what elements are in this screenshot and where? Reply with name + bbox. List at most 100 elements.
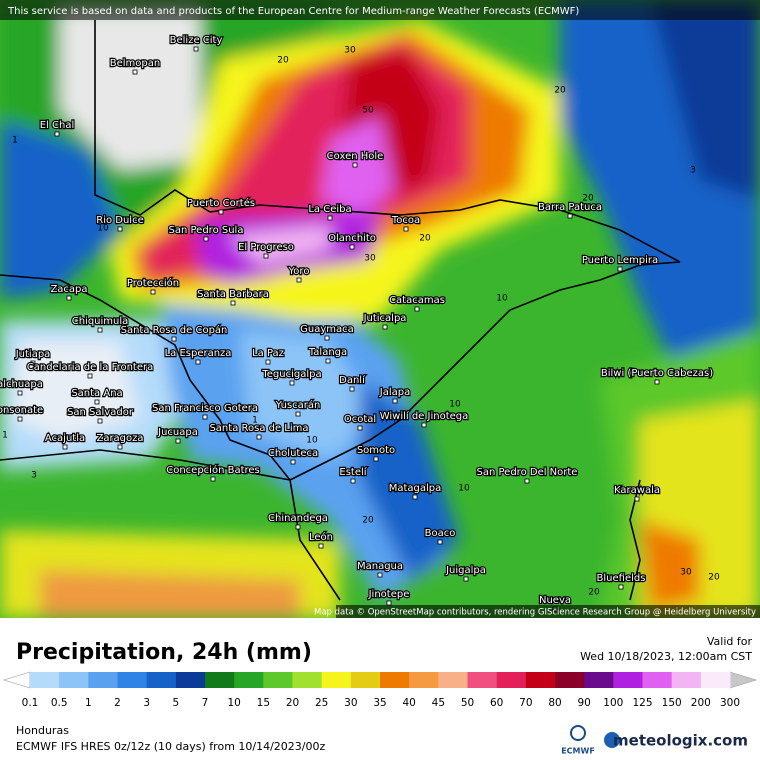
city-dot	[421, 422, 427, 428]
colorbar-tick: 2	[114, 697, 121, 709]
valid-label: Valid for	[707, 635, 753, 648]
city-label: Belmopan	[110, 58, 160, 69]
city-dot	[290, 459, 296, 465]
city-dot	[66, 295, 72, 301]
city-dot	[97, 418, 103, 424]
city-dot	[289, 380, 295, 386]
city-label: Concepción Batres	[166, 464, 260, 476]
colorbar-segment	[350, 672, 381, 688]
valid-time: Wed 10/18/2023, 12:00am CST	[580, 650, 752, 663]
city-label: Boaco	[425, 528, 456, 539]
city-label: San Salvador	[67, 407, 134, 418]
city-label: Matagalpa	[389, 483, 442, 494]
city-dot	[324, 335, 330, 341]
city-dot	[373, 456, 379, 462]
colorbar-tick: 300	[720, 697, 740, 709]
colorbar-tick: 150	[662, 697, 682, 709]
contour-label: 10	[458, 484, 470, 494]
contour-label: 1	[2, 431, 8, 441]
city-dot	[382, 324, 388, 330]
city-dot	[87, 373, 93, 379]
colorbar-segment	[700, 672, 731, 688]
city-label: Estelí	[339, 466, 367, 478]
brand[interactable]: meteologix.com	[613, 732, 748, 750]
colorbar-segment	[263, 672, 293, 688]
attribution: Map data © OpenStreetMap contributors, r…	[314, 608, 756, 618]
city-dot	[218, 209, 224, 215]
city-dot	[325, 358, 331, 364]
city-label: El Progreso	[238, 242, 294, 253]
city-dot	[17, 390, 23, 396]
colorbar-tick: 45	[432, 697, 445, 709]
brand-icon[interactable]	[604, 732, 620, 748]
colorbar-segment	[555, 672, 585, 688]
colorbar-segment	[321, 672, 352, 688]
contour-label: 30	[344, 46, 356, 56]
city-label: Jucuapa	[157, 427, 198, 438]
colorbar-tick: 15	[257, 697, 270, 709]
city-label: Chinandega	[268, 513, 328, 524]
city-label: Catacamas	[389, 295, 445, 306]
colorbar-tick: 35	[373, 697, 386, 709]
city-dot	[412, 494, 418, 500]
city-label: San Francisco Gotera	[152, 403, 258, 414]
colorbar-tick: 50	[461, 697, 474, 709]
city-dot	[97, 327, 103, 333]
city-label: Santa Rosa de Copán	[121, 324, 228, 336]
city-dot	[265, 359, 271, 365]
banner-bg	[0, 0, 760, 20]
colorbar-tick: 20	[286, 697, 299, 709]
city-label: alchuapa	[0, 379, 43, 390]
colorbar-segment	[671, 672, 702, 688]
city-label: Juigalpa	[445, 565, 486, 576]
colorbar-segment	[117, 672, 148, 688]
colorbar-tick: 30	[344, 697, 357, 709]
city-dot	[54, 131, 60, 137]
city-label: Yoro	[288, 266, 310, 277]
city-label: Jutiapa	[15, 349, 51, 360]
contour-label: 3	[31, 471, 37, 481]
colorbar-segment	[584, 672, 614, 688]
city-dot	[327, 215, 333, 221]
city-dot	[437, 539, 443, 545]
city-dot	[524, 478, 530, 484]
city-label: Zaragoza	[96, 433, 143, 444]
city-dot	[463, 576, 469, 582]
city-label: Ocotal	[344, 414, 376, 425]
city-label: Somoto	[357, 445, 395, 456]
city-dot	[30, 360, 36, 366]
colorbar-segment	[525, 672, 556, 688]
city-dot	[567, 213, 573, 219]
contour-label: 20	[419, 234, 431, 244]
city-label: León	[309, 531, 333, 543]
city-dot	[654, 379, 660, 385]
city-dot	[62, 444, 68, 450]
city-label: onsonate	[0, 405, 43, 416]
contour-label: 30	[680, 568, 692, 578]
colorbar-tick: 70	[519, 697, 532, 709]
city-label: Jinotepe	[368, 589, 410, 600]
colorbar-tick: 5	[172, 697, 179, 709]
city-label: Olanchito	[328, 233, 376, 244]
city-dot	[193, 46, 199, 52]
colorbar-tick: 0.5	[51, 697, 68, 709]
city-dot	[634, 496, 640, 502]
city-label: Santa Ana	[71, 388, 122, 399]
colorbar-segment	[30, 672, 60, 688]
city-dot	[295, 411, 301, 417]
city-label: Belize City	[170, 35, 223, 46]
city-label: Tegucigalpa	[261, 369, 321, 380]
contour-label: 50	[362, 106, 374, 116]
city-label: Chiquimula	[72, 316, 129, 327]
city-label: San Pedro Del Norte	[477, 467, 578, 478]
contour-label: 10	[97, 224, 109, 234]
contour-label: 20	[708, 573, 720, 583]
city-label: La Paz	[252, 348, 284, 359]
city-dot	[618, 584, 624, 590]
city-label: Tocoa	[391, 215, 420, 226]
city-label: Puerto Cortés	[187, 197, 255, 209]
colorbar-under	[2, 671, 31, 689]
city-label: Yuscarán	[275, 399, 321, 411]
city-label: Protección	[127, 277, 179, 289]
